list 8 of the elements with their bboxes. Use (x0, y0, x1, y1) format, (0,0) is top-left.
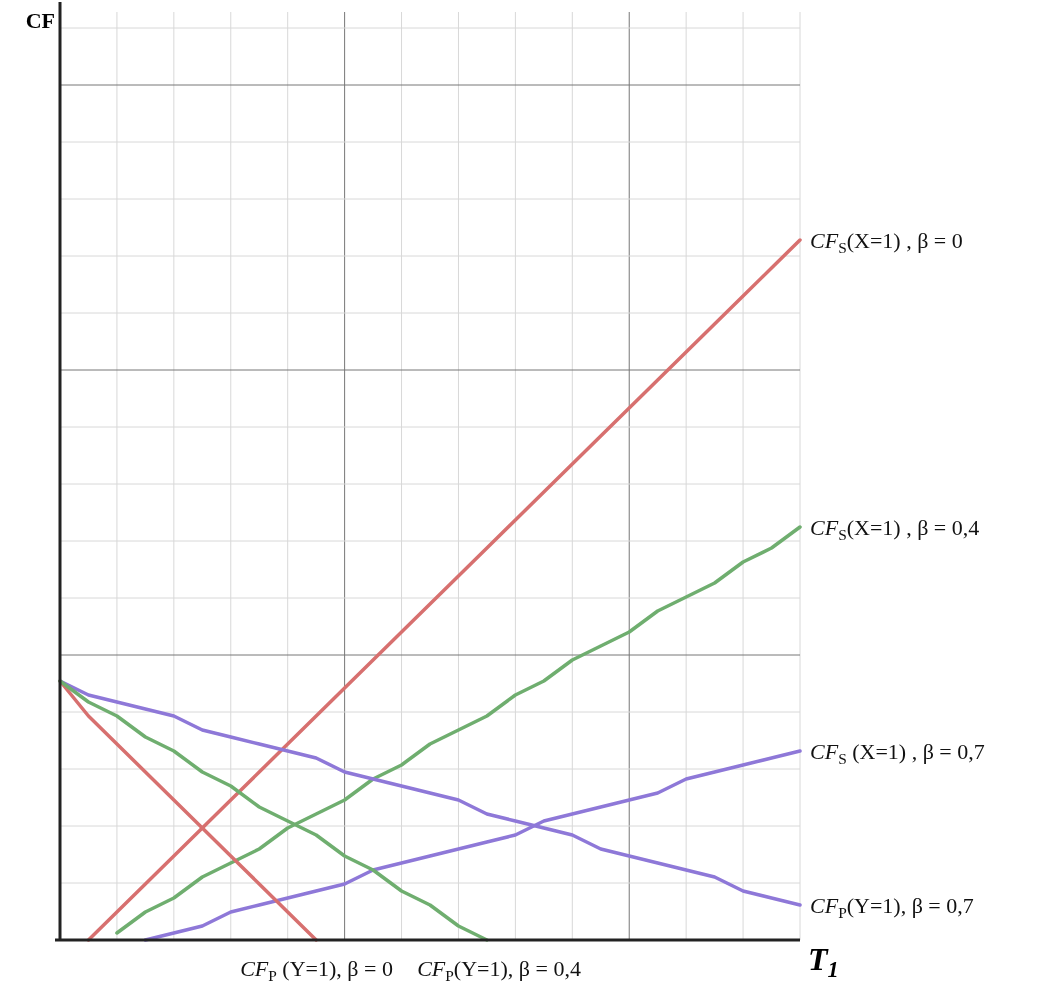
text: CF (25, 8, 55, 33)
series-label: CF$_{P}$(Y=1), β = 0,4 (417, 956, 581, 984)
series-label: CF$_{S}$(X=1) , β = 0,4 (810, 515, 980, 543)
series-label: CF$_{S}$ (X=1) , β = 0,7 (810, 739, 985, 767)
x-axis-title: T$_{1}$ (808, 941, 839, 982)
series-label: CF$_{S}$(X=1) , β = 0 (810, 228, 963, 256)
series-label: CF$_{P}$(Y=1), β = 0,7 (810, 893, 974, 921)
series-label: CF$_{P}$ (Y=1), β = 0 (240, 956, 393, 984)
